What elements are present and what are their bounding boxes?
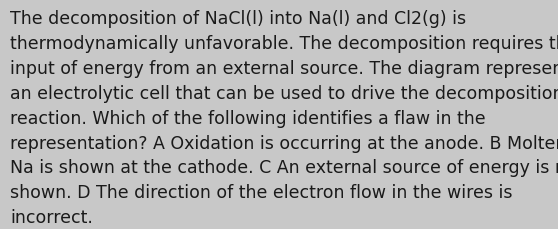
Text: an electrolytic cell that can be used to drive the decomposition: an electrolytic cell that can be used to…: [10, 85, 558, 102]
Text: reaction. Which of the following identifies a flaw in the: reaction. Which of the following identif…: [10, 109, 485, 127]
Text: thermodynamically unfavorable. The decomposition requires the: thermodynamically unfavorable. The decom…: [10, 35, 558, 53]
Text: Na is shown at the cathode. C An external source of energy is not: Na is shown at the cathode. C An externa…: [10, 159, 558, 177]
Text: input of energy from an external source. The diagram represents: input of energy from an external source.…: [10, 60, 558, 78]
Text: The decomposition of NaCl(l) into Na(l) and Cl2(g) is: The decomposition of NaCl(l) into Na(l) …: [10, 10, 466, 28]
Text: shown. D The direction of the electron flow in the wires is: shown. D The direction of the electron f…: [10, 183, 513, 201]
Text: incorrect.: incorrect.: [10, 208, 93, 226]
Text: representation? A Oxidation is occurring at the anode. B Molten: representation? A Oxidation is occurring…: [10, 134, 558, 152]
